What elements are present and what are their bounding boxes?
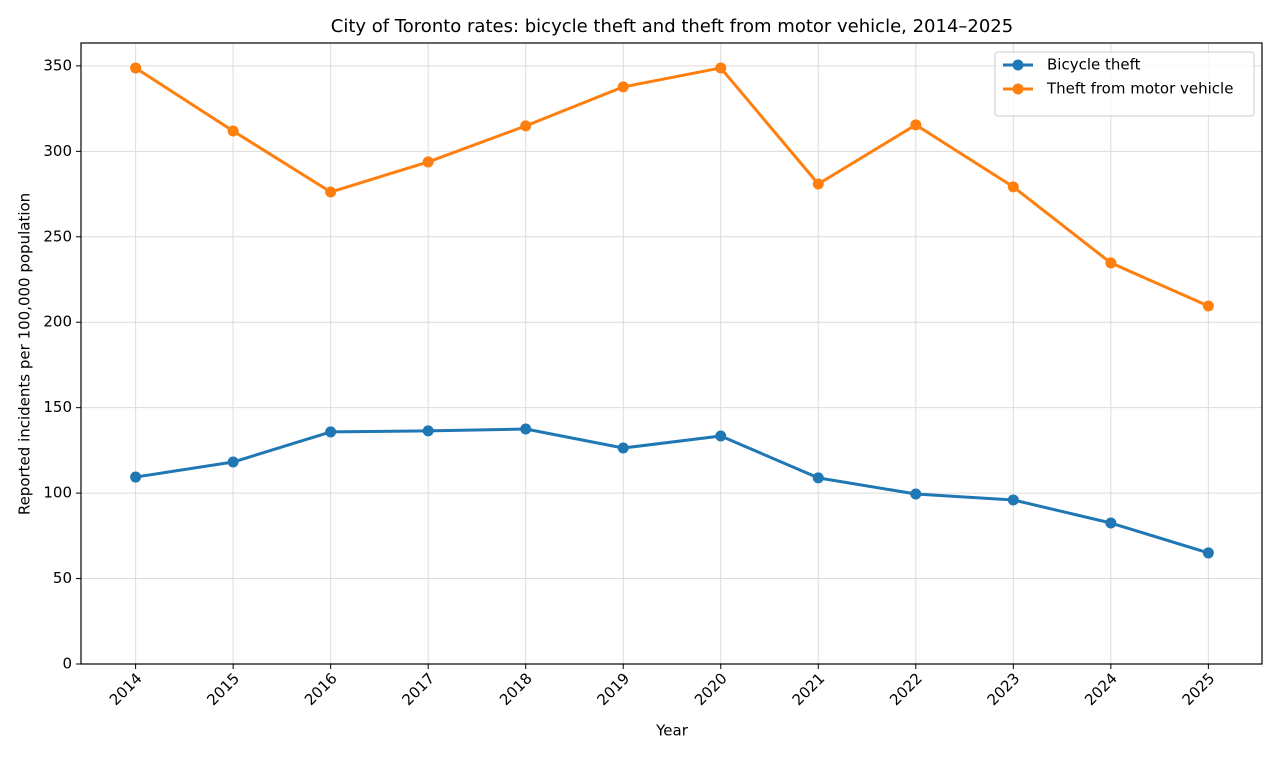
data-point [520,120,532,132]
data-point [1007,181,1019,193]
legend-marker [1012,59,1024,71]
legend-label: Bicycle theft [1047,56,1141,74]
data-point [1202,547,1214,559]
data-point [325,186,337,198]
data-point [910,119,922,131]
data-point [520,423,532,435]
chart-title: City of Toronto rates: bicycle theft and… [331,16,1013,37]
data-point [422,156,434,168]
data-point [227,456,239,468]
data-point [617,81,629,93]
legend-box [994,51,1255,117]
data-point [1202,300,1214,312]
data-point [130,471,142,483]
y-axis-label: Reported incidents per 100,000 populatio… [16,193,34,515]
y-tick-label: 200 [43,313,72,331]
data-point [812,178,824,190]
data-point [1105,257,1117,269]
data-point [227,125,239,137]
data-point [422,425,434,437]
legend-marker [1012,83,1024,95]
y-tick-label: 150 [43,398,72,416]
y-tick-label: 300 [43,142,72,160]
y-tick-label: 350 [43,56,72,74]
data-point [130,62,142,74]
data-point [910,488,922,500]
series-line [135,427,1209,555]
data-point [1007,494,1019,506]
plot-frame [80,42,1263,665]
series-line [134,66,1209,308]
data-point [812,472,824,484]
legend-label: Theft from motor vehicle [1046,80,1233,98]
y-tick-label: 250 [43,227,72,245]
y-tick-label: 50 [53,569,72,587]
y-tick-label: 0 [62,655,72,673]
x-axis-label: Year [655,722,689,740]
data-point [325,426,337,438]
y-tick-label: 100 [43,484,72,502]
data-point [1105,517,1117,529]
data-point [617,442,629,454]
data-point [715,62,727,74]
data-point [715,430,727,442]
